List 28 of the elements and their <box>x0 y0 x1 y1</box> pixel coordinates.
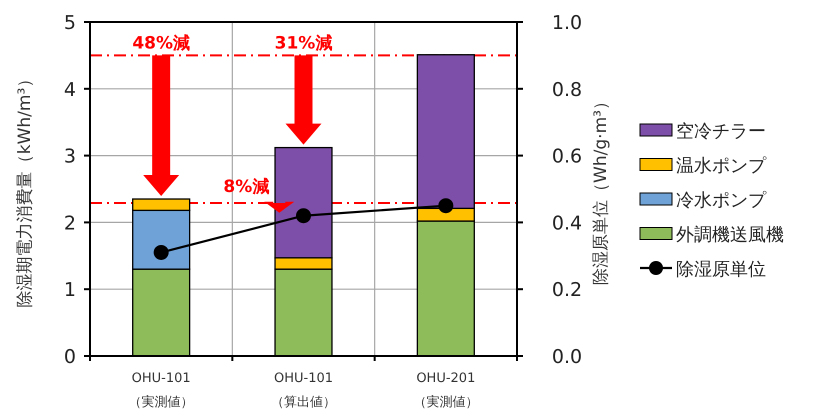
y-tick-label: 0 <box>64 346 76 368</box>
y-tick-label: 5 <box>64 12 76 34</box>
x-tick-label: OHU-201 （実測値） <box>413 371 478 410</box>
x-tick-label: OHU-101 （算出値） <box>271 371 336 410</box>
annotation: 48%減 <box>132 33 190 54</box>
legend-label: 冷水ポンプ <box>676 190 767 211</box>
annotation: 8%減 <box>223 177 270 198</box>
legend-label: 温水ポンプ <box>676 156 767 176</box>
point <box>296 208 311 224</box>
y-tick-label: 1 <box>64 279 76 302</box>
y-tick-label: 3 <box>64 146 76 168</box>
point <box>154 244 169 260</box>
y2-tick-label: 0.2 <box>552 279 582 302</box>
y2-tick-label: 1.0 <box>552 12 582 34</box>
annotation: 31%減 <box>274 33 332 54</box>
y2-tick-label: 0.6 <box>552 146 582 168</box>
y2-axis-title: 除湿原単位（Wh/g·m³） <box>591 93 611 285</box>
y-axis-title: 除湿期電力消費量（kWh/m³） <box>15 70 35 308</box>
legend-label: 除湿原単位 <box>676 259 766 280</box>
point <box>438 198 454 214</box>
y2-tick-label: 0.8 <box>552 78 582 101</box>
legend-label: 外調機送風機 <box>676 224 784 246</box>
y2-tick-label: 0.0 <box>552 346 582 368</box>
y2-tick-label: 0.4 <box>552 212 582 234</box>
legend-label: 空冷チラー <box>676 121 766 142</box>
y-tick-label: 4 <box>64 78 76 101</box>
y-tick-label: 2 <box>64 212 76 234</box>
x-tick-label: OHU-101 （実測値） <box>128 371 194 410</box>
